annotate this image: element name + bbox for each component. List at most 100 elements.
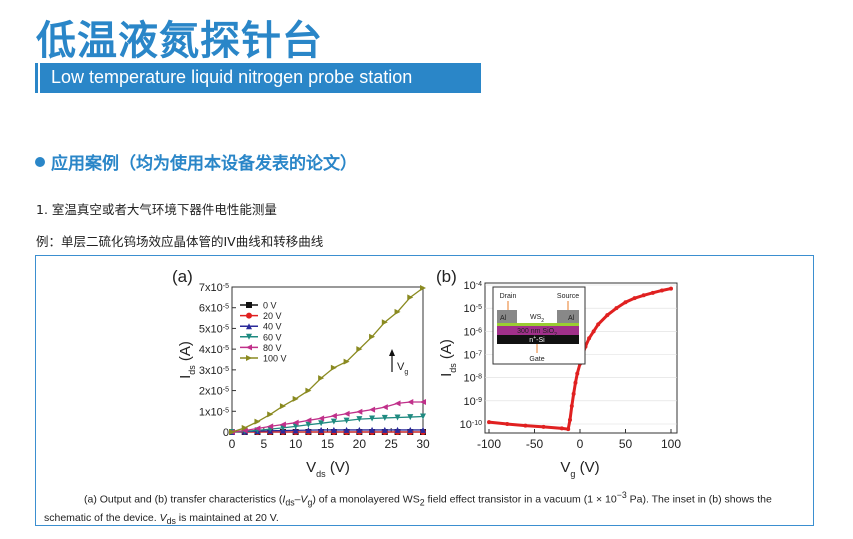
x-tick-label-b: -100: [477, 437, 501, 451]
data-point: [505, 422, 510, 426]
legend-marker: [246, 355, 252, 361]
data-point: [279, 403, 286, 410]
legend-label: 40 V: [263, 322, 282, 332]
series-line-80v: [231, 401, 423, 433]
inset-source-contact: [557, 310, 579, 323]
data-point: [356, 426, 363, 433]
data-point: [381, 414, 388, 421]
y-tick-label-a: 5x10-5: [199, 323, 229, 335]
section-heading-text: 应用案例（均为使用本设备发表的论文）: [51, 154, 357, 174]
x-tick-label-a: 30: [416, 437, 430, 451]
y-tick-label-a: 0: [223, 427, 229, 439]
data-point: [394, 400, 401, 407]
data-point: [318, 375, 325, 382]
data-point: [591, 329, 596, 334]
inset-ws2-layer: [497, 323, 579, 326]
data-point: [381, 319, 388, 326]
data-point: [420, 426, 426, 433]
y-axis-label-a: Ids (A): [177, 341, 197, 379]
data-point: [407, 294, 414, 301]
data-point: [330, 418, 337, 425]
data-point: [632, 296, 637, 301]
section-heading: 应用案例（均为使用本设备发表的论文）: [35, 149, 357, 174]
y-tick-label-a: 2x10-5: [199, 386, 229, 398]
data-point: [569, 403, 574, 408]
data-point: [487, 420, 491, 425]
series-line-100v: [231, 287, 424, 433]
legend-marker: [246, 323, 252, 330]
data-point: [330, 364, 337, 371]
subtitle-banner: Low temperature liquid nitrogen probe st…: [35, 63, 481, 93]
inset-si-layer: [497, 335, 579, 344]
data-point: [623, 300, 628, 305]
subtitle-text: Low temperature liquid nitrogen probe st…: [51, 67, 413, 87]
data-point: [305, 421, 312, 428]
data-point: [305, 417, 312, 424]
legend-label: 20 V: [263, 311, 282, 321]
series-line-60v: [231, 415, 424, 433]
data-point: [330, 412, 337, 419]
inset-sio2-label: 300 nm SiO2: [517, 328, 557, 338]
x-axis-label-a: Vds (V): [306, 459, 350, 479]
data-point: [407, 414, 414, 421]
inset-gate-label: Gate: [529, 356, 544, 363]
plot-a-frame: [231, 286, 424, 433]
vg-arrowhead-icon: [389, 349, 395, 356]
data-point: [669, 286, 673, 291]
data-point: [330, 426, 337, 433]
data-point: [369, 426, 376, 433]
data-point: [541, 424, 546, 429]
data-point: [420, 413, 426, 420]
x-tick-label-a: 25: [384, 437, 398, 451]
data-point: [356, 346, 363, 353]
banner-accent: [35, 63, 40, 93]
data-point: [559, 426, 564, 431]
data-point: [523, 423, 528, 428]
data-point: [292, 427, 299, 434]
data-point: [356, 408, 363, 415]
data-point: [343, 358, 350, 365]
legend-marker: [246, 333, 252, 340]
y-tick-label-a: 3x10-5: [199, 365, 229, 377]
data-point: [596, 322, 601, 327]
data-point: [369, 415, 376, 422]
panel-a-label: (a): [172, 267, 193, 286]
data-point: [305, 387, 312, 394]
bullet-icon: [35, 157, 45, 167]
legend-marker: [246, 312, 252, 319]
data-point: [381, 404, 388, 411]
data-point: [343, 426, 350, 433]
inset-source-label: Source: [557, 293, 579, 300]
inset-drain-contact: [497, 310, 517, 323]
data-point: [571, 391, 576, 396]
data-point: [267, 411, 274, 418]
y-tick-label-b: 10-7: [464, 350, 483, 362]
x-tick-label-b: -50: [526, 437, 544, 451]
x-axis-label-b: Vg (V): [560, 459, 599, 479]
data-point: [267, 423, 274, 430]
x-tick-label-b: 50: [619, 437, 633, 451]
legend-label: 100 V: [263, 354, 287, 364]
data-point: [241, 424, 248, 431]
y-tick-label-b: 10-10: [460, 419, 482, 431]
data-point: [420, 285, 426, 292]
y-tick-label-b: 10-9: [464, 396, 483, 408]
data-point: [369, 333, 376, 340]
data-point: [407, 426, 414, 433]
inset-si-label: n+-Si: [529, 335, 545, 344]
data-point: [605, 313, 610, 318]
example-text: 例：单层二硫化钨场效应晶体管的IV曲线和转移曲线: [36, 234, 324, 249]
data-point: [279, 421, 286, 428]
figure-box: [35, 255, 814, 526]
x-tick-label-a: 20: [353, 437, 367, 451]
inset-al-right: Al: [568, 315, 575, 322]
x-tick-label-a: 5: [260, 437, 267, 451]
panel-b-label: (b): [436, 267, 457, 286]
data-point: [394, 414, 401, 421]
y-tick-label-b: 10-8: [464, 373, 483, 385]
legend-label: 80 V: [263, 343, 282, 353]
data-point: [394, 426, 401, 433]
data-point: [254, 418, 261, 425]
y-tick-label-a: 6x10-5: [199, 303, 229, 315]
